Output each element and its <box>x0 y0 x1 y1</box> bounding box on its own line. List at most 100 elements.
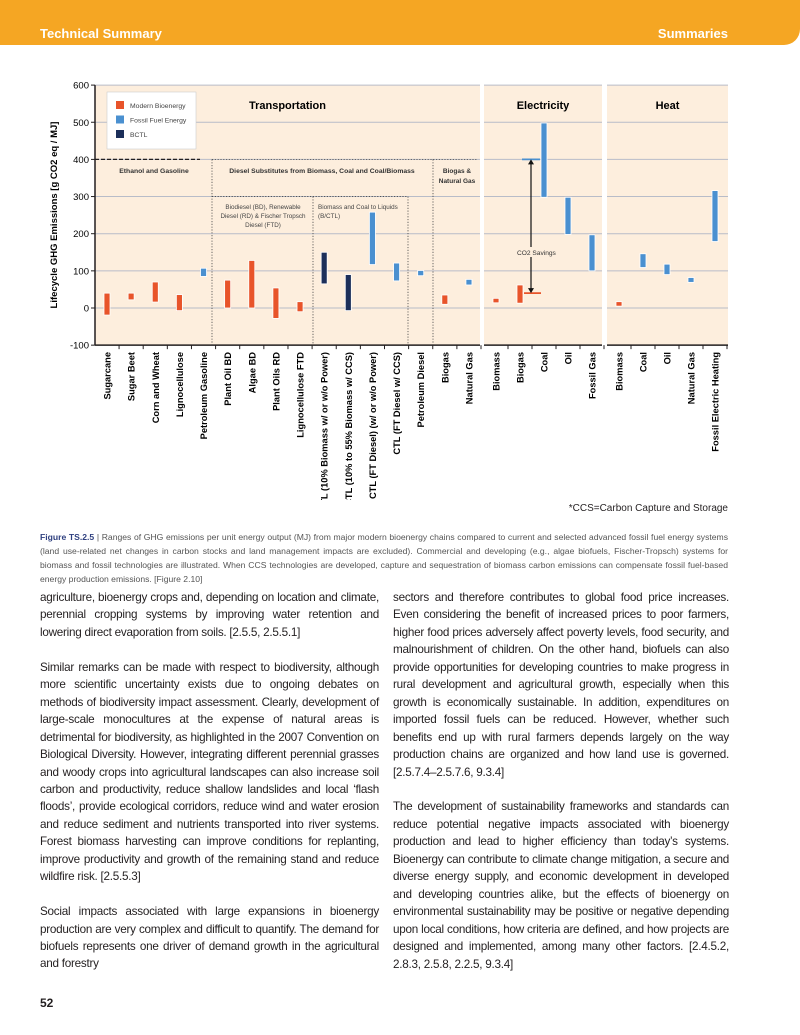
range-bar <box>151 281 159 303</box>
body-column-left: agriculture, bioenergy crops and, depend… <box>40 589 379 990</box>
group-label: Diesel (FTD) <box>245 222 281 229</box>
legend-swatch <box>116 115 124 124</box>
x-tick-label: Fossil Electric Heating <box>711 352 721 452</box>
range-bar <box>711 190 719 242</box>
group-label: Ethanol and Gasoline <box>119 168 189 175</box>
group-label: Diesel (RD) & Fischer Tropsch <box>220 213 306 220</box>
group-label: Natural Gas <box>439 178 476 185</box>
x-tick-label: Sugar Beet <box>127 352 137 401</box>
x-tick-label: Lignocellulose <box>175 352 185 417</box>
x-tick-label: CTL (FT Diesel) (w/ or w/o Power) <box>368 352 378 499</box>
header-chapter-title: Summaries <box>657 26 728 41</box>
x-tick-label: Plant Oil BD <box>223 352 233 406</box>
x-tick-label: Oil <box>564 352 574 364</box>
x-tick-label: Lignocellulose FTD <box>296 352 306 438</box>
paragraph: Similar remarks can be made with respect… <box>40 660 379 884</box>
y-tick-label: 400 <box>73 155 89 166</box>
panel-title: Electricity <box>517 100 570 112</box>
range-bar <box>564 196 572 235</box>
range-bar <box>639 253 647 268</box>
annotation-bg <box>513 247 553 257</box>
range-bar <box>663 263 671 275</box>
range-bar <box>344 274 352 312</box>
group-label: Diesel Substitutes from Biomass, Coal an… <box>229 168 415 175</box>
x-tick-label: Natural Gas <box>687 352 697 404</box>
range-bar <box>465 278 473 286</box>
y-tick-label: 200 <box>73 229 89 240</box>
legend-swatch <box>116 101 124 109</box>
x-tick-label: Petroleum Diesel <box>416 352 426 427</box>
range-bar <box>175 294 183 312</box>
x-tick-label: Biomass <box>615 352 625 391</box>
range-bar <box>272 287 280 319</box>
x-tick-label: CTL (FT Diesel w/ CCS) <box>392 352 402 455</box>
x-tick-label: Algae BD <box>247 352 257 394</box>
range-bar <box>492 297 500 304</box>
x-tick-label: Corn and Wheat <box>151 352 161 423</box>
range-bar <box>393 262 400 282</box>
x-tick-label: Sugarcane <box>103 352 113 400</box>
annotation-label: CO2 Savings <box>517 250 557 257</box>
x-tick-label: Coal <box>540 352 550 372</box>
figure-caption: Figure TS.2.5 | Ranges of GHG emissions … <box>40 530 728 586</box>
y-tick-label: 0 <box>84 304 89 315</box>
x-tick-label: Oil <box>663 352 673 364</box>
x-tick-label: Biogas <box>440 352 450 383</box>
y-tick-label: 600 <box>73 81 89 92</box>
y-tick-label: 100 <box>73 266 89 277</box>
x-tick-label: Plant Oils RD <box>271 352 281 411</box>
range-bar <box>516 284 524 304</box>
caption-text: | Ranges of GHG emissions per unit energ… <box>40 532 728 584</box>
x-tick-label: Natural Gas <box>464 352 474 404</box>
range-bar <box>320 251 328 285</box>
legend-label: Modern Bioenergy <box>130 103 186 110</box>
range-bar <box>441 294 449 305</box>
group-label: Biomass and Coal to Liquids <box>318 204 398 211</box>
figure-label: Figure TS.2.5 <box>40 532 95 542</box>
x-tick-label: Petroleum Gasoline <box>199 352 209 439</box>
x-tick-label: Coal <box>639 352 649 372</box>
x-tick-label: Fossil Gas <box>588 352 598 399</box>
panel-title: Transportation <box>249 100 326 112</box>
group-label: (B/CTL) <box>318 213 340 220</box>
range-bar <box>200 267 207 277</box>
header-section-title: Technical Summary <box>40 26 162 41</box>
legend-label: Fossil Fuel Energy <box>130 118 187 125</box>
range-bar <box>588 234 596 272</box>
panel-title: Heat <box>656 100 680 112</box>
ghg-emissions-chart: Transportation Sugarcane Sugar Beet Corn an… <box>49 81 728 500</box>
paragraph: sectors and therefore contributes to glo… <box>393 591 729 779</box>
range-bar <box>369 211 376 265</box>
x-tick-label: BCTL (10% to 55% Biomass w/ CCS) <box>344 352 354 500</box>
range-bar <box>687 277 695 283</box>
legend-swatch <box>116 130 124 138</box>
y-tick-label: 300 <box>73 192 89 203</box>
y-axis-label: Lifecycle GHG Emissions [g CO2 eq / MJ] <box>49 122 60 309</box>
panel-background <box>607 85 728 346</box>
paragraph: The development of sustainability framew… <box>393 800 729 971</box>
range-bar <box>417 270 425 277</box>
group-label: Biodiesel (BD), Renewable <box>225 204 301 211</box>
range-bar <box>296 301 304 313</box>
body-column-right: sectors and therefore contributes to glo… <box>393 589 729 990</box>
arrow-head-icon <box>528 288 534 294</box>
range-bar <box>540 122 548 198</box>
page-number: 52 <box>40 996 54 1010</box>
x-tick-label: BCTL (10% Biomass w/ or w/o Power) <box>320 352 330 500</box>
paragraph: Social impacts associated with large exp… <box>40 905 379 971</box>
running-header: Technical Summary Summaries <box>0 0 800 45</box>
range-bar <box>103 292 111 316</box>
range-bar <box>248 260 256 309</box>
x-tick-label: Biogas <box>516 352 526 383</box>
x-tick-label: Biomass <box>492 352 502 391</box>
group-label: Biogas & <box>443 168 471 175</box>
range-bar <box>127 292 135 301</box>
y-tick-label: 500 <box>73 118 89 129</box>
legend-label: BCTL <box>130 132 148 139</box>
paragraph: agriculture, bioenergy crops and, depend… <box>40 591 379 639</box>
arrow-head-icon <box>528 159 534 165</box>
ccs-footnote: *CCS=Carbon Capture and Storage <box>568 503 728 514</box>
y-tick-label: -100 <box>70 341 89 352</box>
range-bar <box>615 301 623 307</box>
range-bar <box>224 279 232 309</box>
